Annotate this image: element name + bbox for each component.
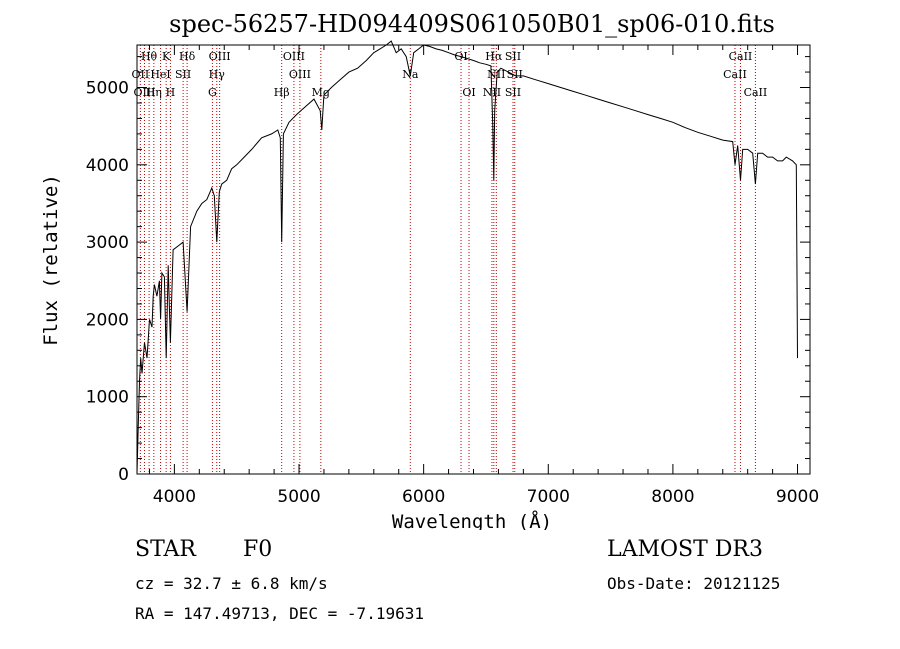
line-label-lines_top-7: SII <box>505 50 521 63</box>
line-label-lines_third-8: SII <box>505 86 521 99</box>
line-label-lines_second-1: HeI <box>150 68 170 81</box>
axis-tick-labels: 4000 5000 6000 7000 8000 9000 0 1000 2000 3000 400… <box>86 79 819 507</box>
plot-frame <box>136 44 811 475</box>
redshift-cz: cz = 32.7 ± 6.8 km/s <box>135 574 328 593</box>
line-label-lines_third-3: G <box>208 86 217 99</box>
y-tick-label: 5000 <box>86 79 129 99</box>
axis-ticks <box>137 45 810 475</box>
line-label-lines_third-6: OI <box>462 86 475 99</box>
chart-title: spec-56257-HD094409S061050B01_sp06-010.f… <box>169 10 775 38</box>
line-label-lines_second-0: OII <box>132 68 150 81</box>
line-label-lines_third-2: H <box>166 86 176 99</box>
spectrum-line <box>136 40 798 475</box>
line-label-lines_third-4: Hβ <box>274 86 290 99</box>
object-subclass: F0 <box>243 537 273 562</box>
spectrum-chart: spec-56257-HD094409S061050B01_sp06-010.f… <box>40 10 819 530</box>
line-label-lines_top-6: Hα <box>485 50 503 63</box>
spectral-line-markers <box>139 45 756 474</box>
x-tick-label: 7000 <box>527 487 570 507</box>
y-tick-label: 0 <box>118 465 129 485</box>
x-tick-label: 6000 <box>402 487 445 507</box>
line-label-lines_second-7: SII <box>507 68 523 81</box>
line-label-lines_third-0: OIII <box>133 86 155 99</box>
y-tick-label: 2000 <box>86 310 129 330</box>
line-label-lines_third-1: Hη <box>146 86 162 99</box>
line-label-lines_top-2: Hδ <box>179 50 196 63</box>
x-tick-label: 9000 <box>776 487 819 507</box>
y-tick-label: 3000 <box>86 233 129 253</box>
x-tick-label: 8000 <box>651 487 694 507</box>
x-tick-label: 4000 <box>153 487 196 507</box>
object-class: STAR <box>135 537 196 562</box>
y-tick-label: 4000 <box>86 156 129 176</box>
line-label-lines_third-5: Mg <box>312 86 330 99</box>
line-label-lines_second-3: Hγ <box>209 68 226 81</box>
y-axis-label: Flux (relative) <box>40 174 62 346</box>
line-label-lines_top-8: CaII <box>729 50 753 63</box>
line-label-lines_second-8: CaII <box>723 68 747 81</box>
x-tick-label: 5000 <box>277 487 320 507</box>
line-label-lines_top-3: OIII <box>209 50 231 63</box>
line-label-lines_second-4: OIII <box>289 68 311 81</box>
line-label-lines_third-9: CaII <box>744 86 768 99</box>
observation-date: Obs-Date: 20121125 <box>607 574 781 593</box>
line-label-lines_top-4: OIII <box>283 50 305 63</box>
line-label-lines_top-0: Hθ <box>141 50 158 63</box>
line-label-lines_top-1: K <box>162 50 171 63</box>
coordinates: RA = 147.49713, DEC = -7.19631 <box>135 604 424 623</box>
x-axis-label: Wavelength (Å) <box>392 510 552 530</box>
survey-label: LAMOST DR3 <box>607 537 763 562</box>
line-label-lines_second-2: SII <box>175 68 191 81</box>
y-tick-label: 1000 <box>86 388 129 408</box>
